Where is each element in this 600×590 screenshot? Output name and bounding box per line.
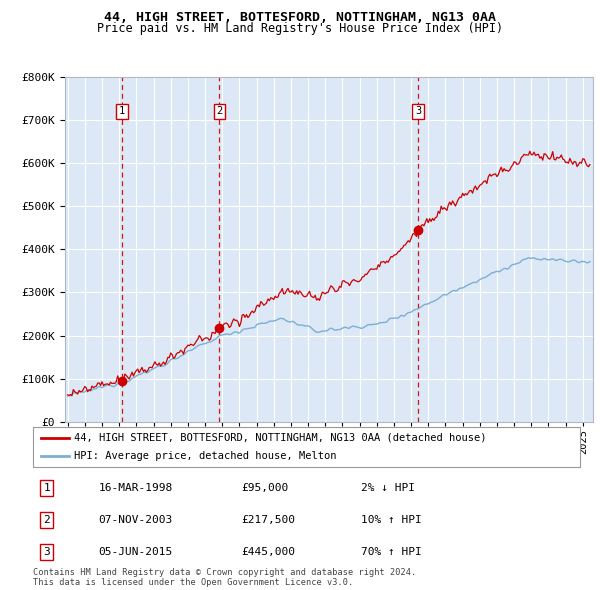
Text: £217,500: £217,500	[241, 515, 295, 525]
Text: 05-JUN-2015: 05-JUN-2015	[98, 547, 173, 556]
Text: 70% ↑ HPI: 70% ↑ HPI	[361, 547, 422, 556]
Text: £95,000: £95,000	[241, 483, 288, 493]
Text: 1: 1	[119, 106, 125, 116]
Text: 44, HIGH STREET, BOTTESFORD, NOTTINGHAM, NG13 0AA (detached house): 44, HIGH STREET, BOTTESFORD, NOTTINGHAM,…	[74, 433, 487, 443]
FancyBboxPatch shape	[33, 427, 580, 467]
Text: Contains HM Land Registry data © Crown copyright and database right 2024.
This d: Contains HM Land Registry data © Crown c…	[33, 568, 416, 587]
Text: HPI: Average price, detached house, Melton: HPI: Average price, detached house, Melt…	[74, 451, 337, 461]
Text: 2: 2	[43, 515, 50, 525]
Text: Price paid vs. HM Land Registry's House Price Index (HPI): Price paid vs. HM Land Registry's House …	[97, 22, 503, 35]
Text: 3: 3	[43, 547, 50, 556]
Text: £445,000: £445,000	[241, 547, 295, 556]
Text: 2: 2	[216, 106, 223, 116]
Text: 3: 3	[415, 106, 421, 116]
Text: 1: 1	[43, 483, 50, 493]
Text: 2% ↓ HPI: 2% ↓ HPI	[361, 483, 415, 493]
Text: 10% ↑ HPI: 10% ↑ HPI	[361, 515, 422, 525]
Text: 07-NOV-2003: 07-NOV-2003	[98, 515, 173, 525]
Text: 44, HIGH STREET, BOTTESFORD, NOTTINGHAM, NG13 0AA: 44, HIGH STREET, BOTTESFORD, NOTTINGHAM,…	[104, 11, 496, 24]
Text: 16-MAR-1998: 16-MAR-1998	[98, 483, 173, 493]
